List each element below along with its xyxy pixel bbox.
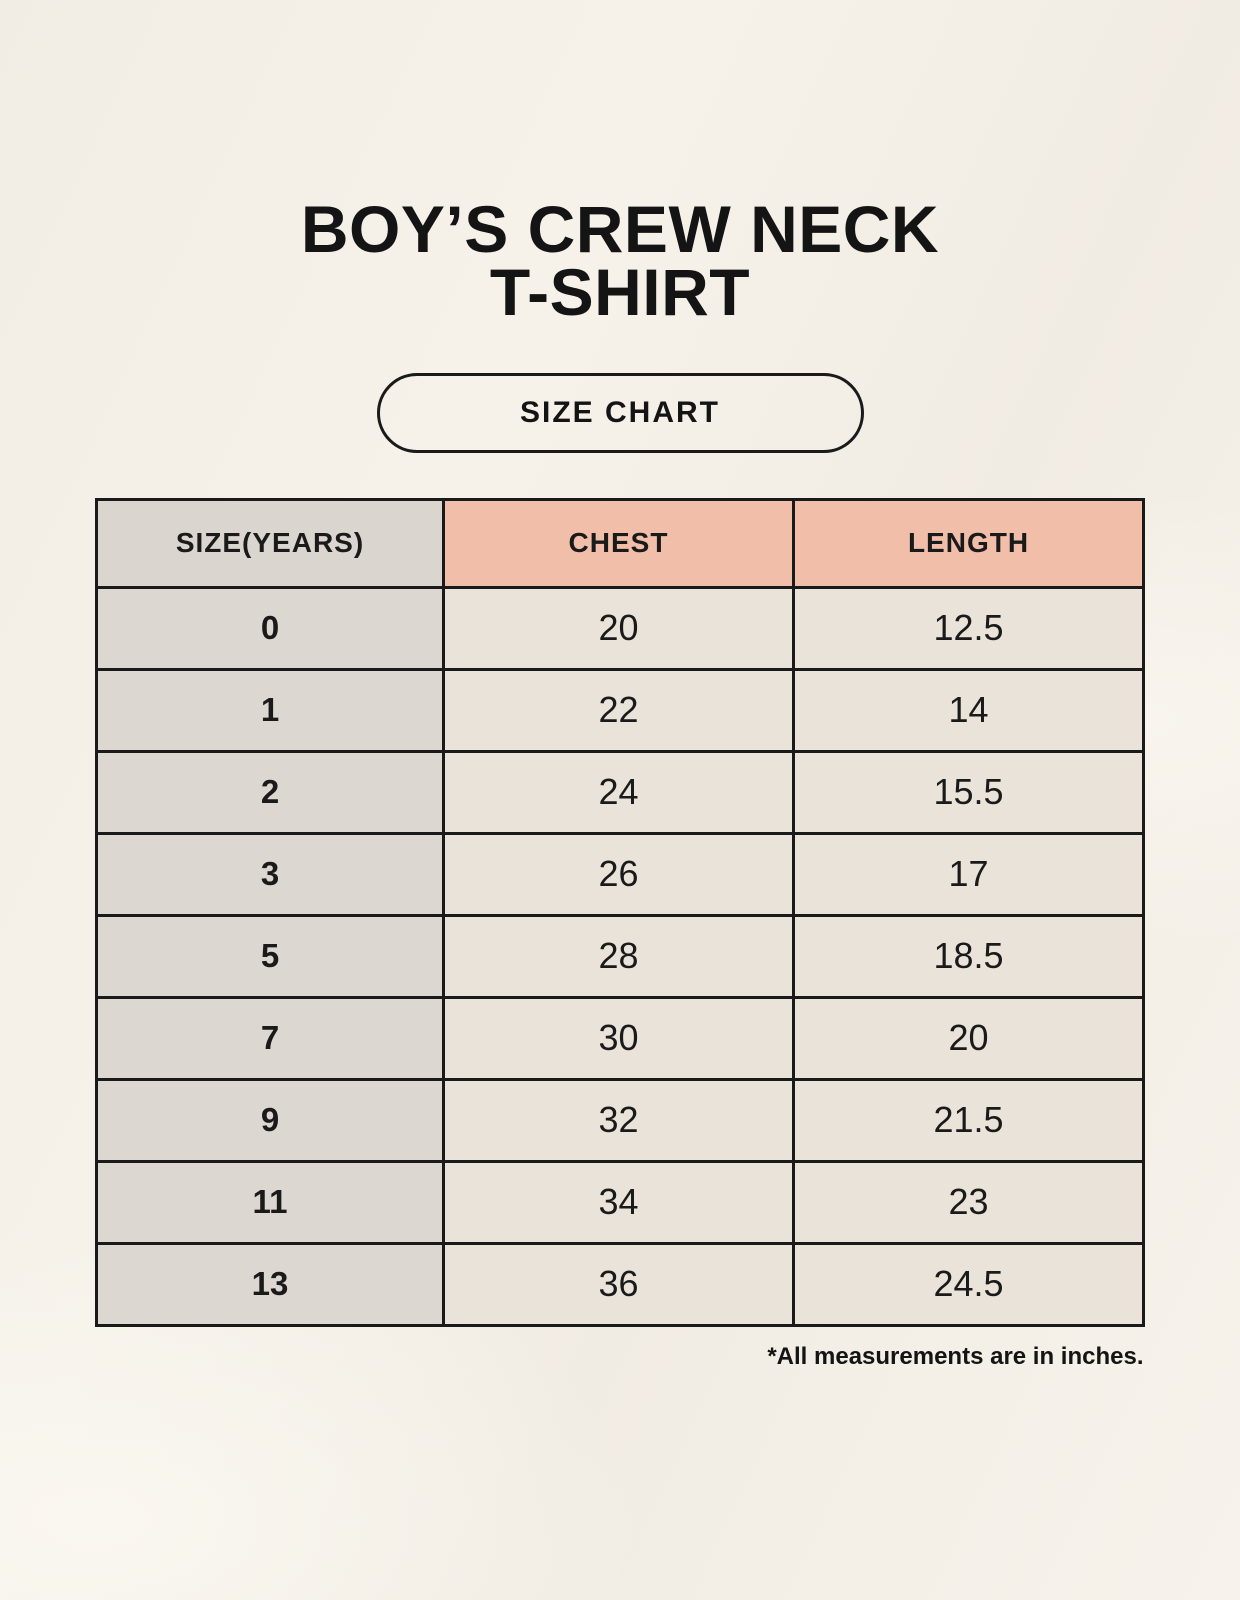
size-years-cell: 11 [95, 1159, 445, 1245]
length-cell: 23 [792, 1159, 1145, 1245]
size-chart-badge-label: SIZE CHART [520, 395, 720, 429]
size-years-cell: 5 [95, 913, 445, 999]
table-row: 9 32 21.5 [95, 1077, 1145, 1163]
chest-cell: 26 [442, 831, 795, 917]
chest-cell: 22 [442, 667, 795, 753]
size-chart-badge: SIZE CHART [376, 372, 864, 453]
length-cell: 20 [792, 995, 1145, 1081]
table-row: 0 20 12.5 [95, 585, 1145, 671]
table-header-row: SIZE(YEARS) CHEST LENGTH [95, 497, 1145, 589]
column-header-length: LENGTH [792, 497, 1145, 589]
length-cell: 21.5 [792, 1077, 1145, 1163]
table-header: SIZE(YEARS) CHEST LENGTH [95, 497, 1145, 589]
chest-cell: 24 [442, 749, 795, 835]
column-header-size-years: SIZE(YEARS) [95, 497, 445, 589]
table-row: 3 26 17 [95, 831, 1145, 917]
size-years-cell: 3 [95, 831, 445, 917]
size-years-cell: 2 [95, 749, 445, 835]
page-title: BOY’S CREW NECK T-SHIRT [301, 196, 939, 325]
chest-cell: 20 [442, 585, 795, 671]
page-title-line1: BOY’S CREW NECK [300, 192, 940, 266]
chest-cell: 30 [442, 995, 795, 1081]
chest-cell: 34 [442, 1159, 795, 1245]
table-row: 5 28 18.5 [95, 913, 1145, 999]
table-row: 11 34 23 [95, 1159, 1145, 1245]
size-years-cell: 9 [95, 1077, 445, 1163]
length-cell: 12.5 [792, 585, 1145, 671]
chest-cell: 28 [442, 913, 795, 999]
table-row: 1 22 14 [95, 667, 1145, 753]
chest-cell: 32 [442, 1077, 795, 1163]
table-row: 13 36 24.5 [95, 1241, 1145, 1327]
size-years-cell: 7 [95, 995, 445, 1081]
chest-cell: 36 [442, 1241, 795, 1327]
table-row: 7 30 20 [95, 995, 1145, 1081]
page-title-line2: T-SHIRT [489, 255, 751, 330]
measurements-footnote: *All measurements are in inches. [767, 1342, 1144, 1370]
size-years-cell: 0 [95, 585, 445, 671]
length-cell: 18.5 [792, 913, 1145, 999]
length-cell: 15.5 [792, 749, 1145, 835]
column-header-chest: CHEST [442, 497, 795, 589]
table-row: 2 24 15.5 [95, 749, 1145, 835]
length-cell: 17 [792, 831, 1145, 917]
size-chart-table: SIZE(YEARS) CHEST LENGTH 0 20 12.5 1 22 14 2 24… [95, 497, 1145, 1327]
length-cell: 24.5 [792, 1241, 1145, 1327]
table-body: 0 20 12.5 1 22 14 2 24 15.5 3 26 17 5 28 18.5 7 30 20 9 32 2… [95, 585, 1145, 1327]
size-years-cell: 13 [95, 1241, 445, 1327]
size-years-cell: 1 [95, 667, 445, 753]
length-cell: 14 [792, 667, 1145, 753]
